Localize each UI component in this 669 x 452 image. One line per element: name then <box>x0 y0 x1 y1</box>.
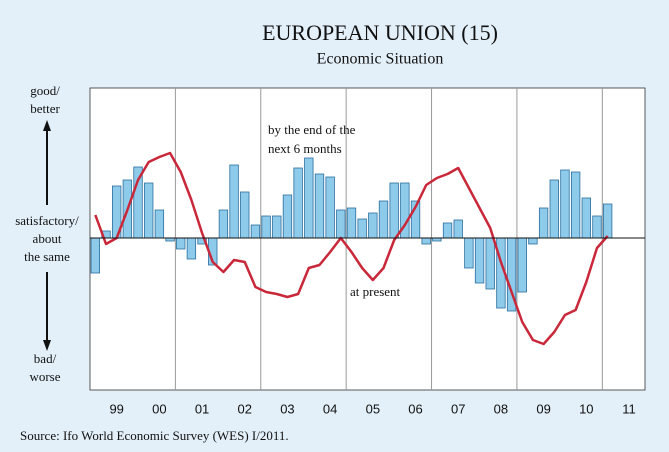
bar <box>272 215 282 239</box>
y-label: worse <box>29 369 60 384</box>
y-label: good/ <box>30 83 60 98</box>
bar <box>570 171 581 239</box>
bar <box>282 194 293 239</box>
x-tick-label: 04 <box>323 401 337 416</box>
bar <box>336 209 346 239</box>
y-label: about <box>33 231 62 246</box>
bar <box>549 179 559 239</box>
bar <box>314 173 325 239</box>
line <box>94 151 609 346</box>
annotation: next 6 months <box>268 141 342 156</box>
bar <box>528 237 538 245</box>
bar <box>485 237 495 290</box>
bar <box>368 212 378 239</box>
arrow-head <box>43 120 51 131</box>
bar <box>592 215 602 239</box>
bar <box>144 182 154 239</box>
bar <box>538 207 549 239</box>
x-tick-label: 10 <box>579 401 593 416</box>
x-tick-label: 08 <box>494 401 508 416</box>
y-label: the same <box>24 249 70 264</box>
bar <box>261 215 271 239</box>
bar <box>186 237 197 260</box>
bar <box>464 237 474 269</box>
x-tick-label: 99 <box>109 401 123 416</box>
bar <box>325 176 335 239</box>
bar <box>378 200 389 239</box>
x-tick-label: 05 <box>366 401 380 416</box>
bar <box>389 182 399 239</box>
x-tick-label: 02 <box>238 401 252 416</box>
bar <box>357 218 367 239</box>
bar <box>229 164 239 239</box>
bar <box>250 224 261 239</box>
bar <box>474 237 485 284</box>
bar <box>442 222 453 239</box>
bar <box>293 167 303 239</box>
bar <box>90 237 101 274</box>
bar <box>560 169 570 239</box>
arrow-head <box>43 340 51 351</box>
chart-title: EUROPEAN UNION (15) <box>262 20 498 45</box>
source: Source: Ifo World Economic Survey (WES) … <box>20 428 289 443</box>
bar <box>517 237 527 293</box>
bar <box>421 237 431 245</box>
chart-subtitle: Economic Situation <box>317 51 444 68</box>
bar <box>154 209 165 239</box>
x-tick-label: 00 <box>152 401 166 416</box>
bar <box>240 191 250 239</box>
y-label: satisfactory/ <box>15 213 79 228</box>
bar <box>602 203 613 239</box>
bar <box>304 157 314 239</box>
x-tick-label: 09 <box>536 401 550 416</box>
bar <box>176 237 186 250</box>
annotation: by the end of the <box>268 122 356 137</box>
x-tick-label: 07 <box>451 401 465 416</box>
annotation: at present <box>350 284 401 299</box>
x-tick-label: 06 <box>408 401 422 416</box>
y-label: bad/ <box>34 351 57 366</box>
bar <box>581 197 591 239</box>
y-label: better <box>30 101 60 116</box>
x-tick-label: 01 <box>195 401 209 416</box>
bar <box>453 219 463 239</box>
x-tick-label: 11 <box>622 401 636 416</box>
bar <box>346 207 357 239</box>
bar <box>218 209 229 239</box>
x-tick-label: 03 <box>280 401 294 416</box>
